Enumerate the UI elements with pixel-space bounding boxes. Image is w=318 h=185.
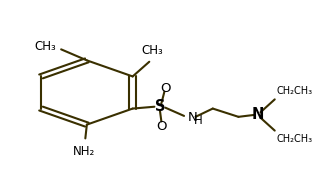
Text: S: S	[155, 99, 165, 114]
Text: CH₂CH₃: CH₂CH₃	[276, 134, 312, 144]
Text: CH₃: CH₃	[142, 44, 163, 57]
Text: H: H	[194, 114, 203, 127]
Text: CH₃: CH₃	[34, 40, 56, 53]
Text: O: O	[161, 82, 171, 95]
Text: NH₂: NH₂	[73, 145, 95, 158]
Text: N: N	[252, 107, 264, 122]
Text: CH₂CH₃: CH₂CH₃	[276, 86, 312, 96]
Text: O: O	[156, 120, 167, 132]
Text: N: N	[188, 111, 198, 124]
